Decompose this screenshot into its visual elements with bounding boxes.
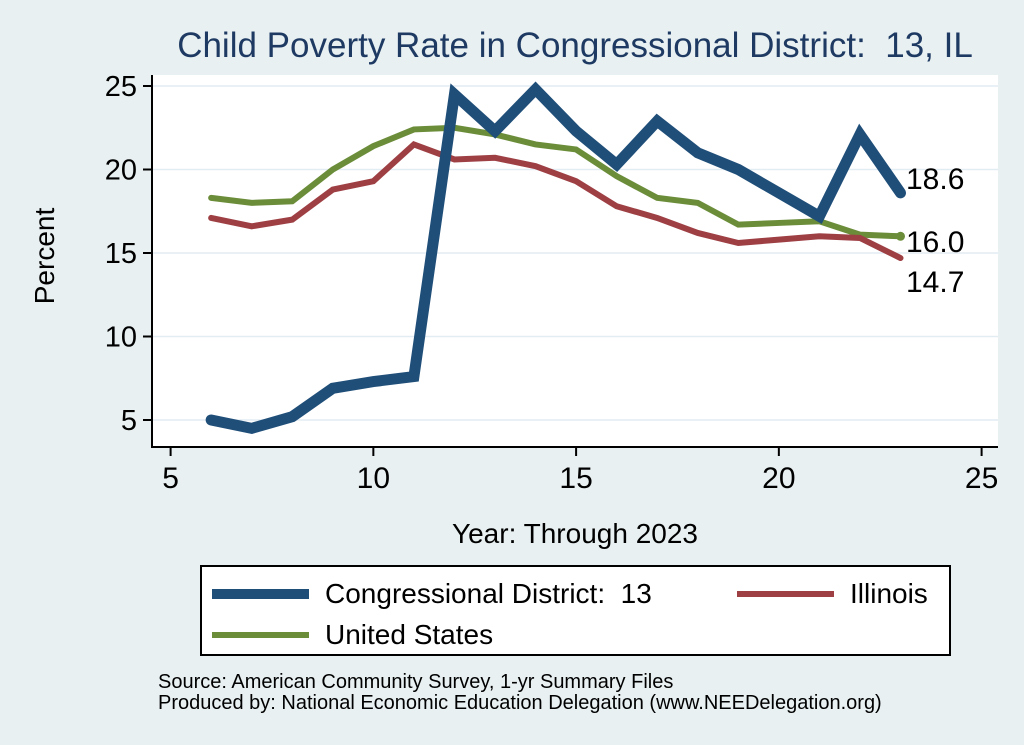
legend-item-illinois: Illinois <box>737 577 928 611</box>
x-tick-label: 5 <box>162 462 179 495</box>
x-tick-label: 10 <box>357 462 390 495</box>
us-line-swatch <box>212 632 309 638</box>
district-line-swatch <box>212 589 309 599</box>
series-line-0 <box>205 81 906 435</box>
legend-item-us: United States <box>212 618 493 652</box>
x-tick-label: 20 <box>762 462 795 495</box>
legend-item-district: Congressional District: 13 <box>212 577 652 611</box>
legend-label-illinois: Illinois <box>850 578 928 609</box>
legend-label-district: Congressional District: 13 <box>325 578 652 609</box>
illinois-line-swatch <box>737 591 834 597</box>
series-end-marker <box>896 231 905 241</box>
y-tick-label: 25 <box>105 71 137 103</box>
legend-box: Congressional District: 13 Illinois Unit… <box>200 565 951 656</box>
series-line-2 <box>208 124 904 240</box>
chart-title: Child Poverty Rate in Congressional Dist… <box>177 26 973 65</box>
y-axis-title: Percent <box>29 207 60 305</box>
y-tick-label: 15 <box>105 238 137 270</box>
y-tick-label: 20 <box>105 155 137 187</box>
legend-label-us: United States <box>325 619 494 650</box>
x-tick-label: 15 <box>559 462 592 495</box>
y-tick-label: 10 <box>105 322 137 354</box>
footer-notes: Source: American Community Survey, 1-yr … <box>158 672 882 714</box>
end-label-illinois: 14.7 <box>906 266 965 299</box>
source-note: Source: American Community Survey, 1-yr … <box>158 671 674 693</box>
end-label-us: 16.0 <box>906 226 965 259</box>
x-tick-label: 25 <box>965 462 998 495</box>
series-line-1 <box>208 141 904 262</box>
y-tick-label: 5 <box>121 405 137 437</box>
produced-by-note: Produced by: National Economic Education… <box>158 692 882 714</box>
plot-area: 5 10 15 20 25 5 10 15 20 25 <box>105 71 999 495</box>
end-label-district: 18.6 <box>906 163 965 196</box>
x-axis-title: Year: Through 2023 <box>452 518 698 549</box>
